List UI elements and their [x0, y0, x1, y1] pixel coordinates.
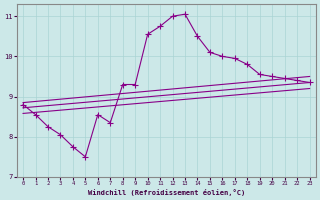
X-axis label: Windchill (Refroidissement éolien,°C): Windchill (Refroidissement éolien,°C): [88, 189, 245, 196]
